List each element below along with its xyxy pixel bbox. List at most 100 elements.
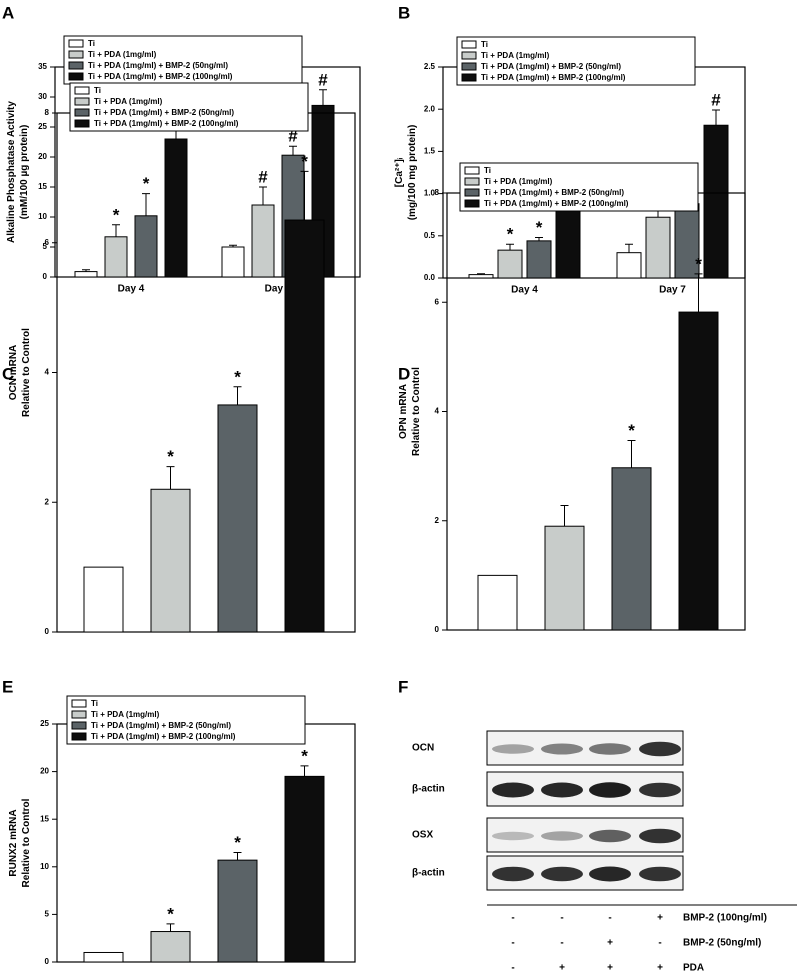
legend-box bbox=[66, 695, 306, 745]
legend-label: Ti + PDA (1mg/ml) + BMP-2 (100ng/ml) bbox=[88, 72, 233, 81]
bar bbox=[104, 236, 128, 278]
bar bbox=[468, 274, 494, 279]
x-tick-label: Day 4 bbox=[511, 285, 538, 296]
bar bbox=[134, 215, 158, 278]
condition-label: BMP-2 (50ng/ml) bbox=[683, 938, 761, 949]
bar bbox=[544, 525, 585, 631]
bar bbox=[284, 219, 325, 633]
legend-swatch bbox=[71, 699, 87, 708]
legend-label: Ti + PDA (1mg/ml) bbox=[91, 710, 160, 719]
bar bbox=[477, 574, 518, 631]
bar bbox=[645, 216, 671, 279]
legend-label: Ti + PDA (1mg/ml) + BMP-2 (50ng/ml) bbox=[88, 61, 228, 70]
y-tick-label: 25 bbox=[40, 719, 49, 728]
significance-marker: * bbox=[234, 367, 241, 386]
x-tick-label: Day 4 bbox=[118, 284, 145, 295]
legend-swatch bbox=[461, 40, 477, 49]
blot-band bbox=[492, 744, 534, 754]
blot-band bbox=[589, 866, 631, 882]
y-tick-label: 0 bbox=[435, 625, 440, 634]
legend-swatch bbox=[68, 72, 84, 81]
y-tick-label: 35 bbox=[38, 62, 47, 71]
y-tick-label: 8 bbox=[45, 108, 50, 117]
bar bbox=[616, 252, 642, 279]
panel-letter: B bbox=[398, 3, 410, 22]
bar bbox=[150, 488, 191, 633]
error-bar bbox=[166, 466, 175, 490]
legend: Ti Ti + PDA (1mg/ml) Ti + PDA (1mg/ml) + B… bbox=[456, 36, 696, 86]
error-bar bbox=[627, 439, 636, 468]
blot-band bbox=[639, 782, 681, 798]
bar bbox=[164, 138, 188, 278]
y-tick-label: 15 bbox=[40, 814, 49, 823]
y-axis-label-line: (mg/100 mg protein) bbox=[407, 125, 418, 221]
significance-marker: # bbox=[711, 91, 721, 110]
significance-marker: * bbox=[234, 833, 241, 852]
y-axis-label-line: Relative to Control bbox=[411, 367, 422, 456]
bar bbox=[555, 209, 581, 279]
y-tick-label: 4 bbox=[45, 368, 50, 377]
y-axis-label-line: (mM/100 µg protein) bbox=[19, 125, 30, 220]
legend-label: Ti + PDA (1mg/ml) bbox=[481, 51, 550, 60]
legend-swatch bbox=[71, 732, 87, 741]
y-axis-label: Alkaline Phosphatase Activity (mM/100 µg … bbox=[6, 101, 30, 243]
error-bar bbox=[112, 224, 120, 237]
significance-marker: * bbox=[695, 254, 702, 273]
significance-marker: * bbox=[301, 746, 308, 765]
condition-sign: - bbox=[608, 913, 611, 924]
y-tick-label: 10 bbox=[40, 862, 49, 871]
y-tick-label: 5 bbox=[43, 242, 48, 251]
blot-row-label: OSX bbox=[412, 830, 433, 841]
y-tick-label: 25 bbox=[38, 122, 47, 131]
legend-label: Ti bbox=[88, 39, 95, 48]
legend-label: Ti + PDA (1mg/ml) + BMP-2 (100ng/ml) bbox=[484, 199, 629, 208]
y-tick-label: 20 bbox=[38, 152, 47, 161]
legend-box bbox=[63, 35, 303, 85]
legend-swatch bbox=[68, 50, 84, 59]
bar bbox=[526, 240, 552, 279]
bar bbox=[678, 311, 719, 631]
legend-swatch bbox=[71, 710, 87, 719]
condition-sign: - bbox=[560, 913, 563, 924]
bar bbox=[284, 775, 325, 963]
error-bar bbox=[694, 273, 703, 313]
blot-band bbox=[639, 866, 681, 882]
bar bbox=[221, 246, 245, 278]
y-tick-label: 8 bbox=[435, 188, 440, 197]
y-tick-label: 20 bbox=[40, 767, 49, 776]
legend-swatch bbox=[464, 199, 480, 208]
error-bar bbox=[477, 273, 485, 275]
legend-label: Ti bbox=[94, 86, 101, 95]
legend-swatch bbox=[461, 62, 477, 71]
legend-box bbox=[69, 82, 309, 132]
legend-label: Ti bbox=[481, 40, 488, 49]
error-bar bbox=[560, 504, 569, 527]
y-tick-label: 0.5 bbox=[424, 231, 436, 240]
error-bar bbox=[712, 109, 720, 126]
condition-label: BMP-2 (100ng/ml) bbox=[683, 913, 767, 924]
blot-row-label: β-actin bbox=[412, 868, 445, 879]
y-tick-label: 1.0 bbox=[424, 189, 436, 198]
legend-label: Ti bbox=[484, 166, 491, 175]
legend-swatch bbox=[68, 39, 84, 48]
condition-sign: + bbox=[657, 913, 663, 924]
legend-swatch bbox=[461, 51, 477, 60]
y-axis-label-line: OCN mRNA bbox=[8, 345, 19, 401]
legend-swatch bbox=[74, 97, 90, 106]
y-tick-label: 0.0 bbox=[424, 273, 436, 282]
x-tick-label: Day 7 bbox=[659, 285, 686, 296]
legend-label: Ti bbox=[91, 699, 98, 708]
y-tick-label: 30 bbox=[38, 92, 47, 101]
condition-label: PDA bbox=[683, 963, 704, 974]
significance-marker: * bbox=[143, 174, 150, 193]
legend: Ti Ti + PDA (1mg/ml) Ti + PDA (1mg/ml) + B… bbox=[69, 82, 309, 132]
significance-marker: * bbox=[628, 421, 635, 440]
condition-sign: - bbox=[511, 938, 514, 949]
error-bar bbox=[233, 852, 242, 861]
legend-label: Ti + PDA (1mg/ml) + BMP-2 (100ng/ml) bbox=[91, 732, 236, 741]
error-bar bbox=[319, 89, 327, 106]
y-tick-label: 2.5 bbox=[424, 62, 436, 71]
bar bbox=[217, 859, 258, 963]
